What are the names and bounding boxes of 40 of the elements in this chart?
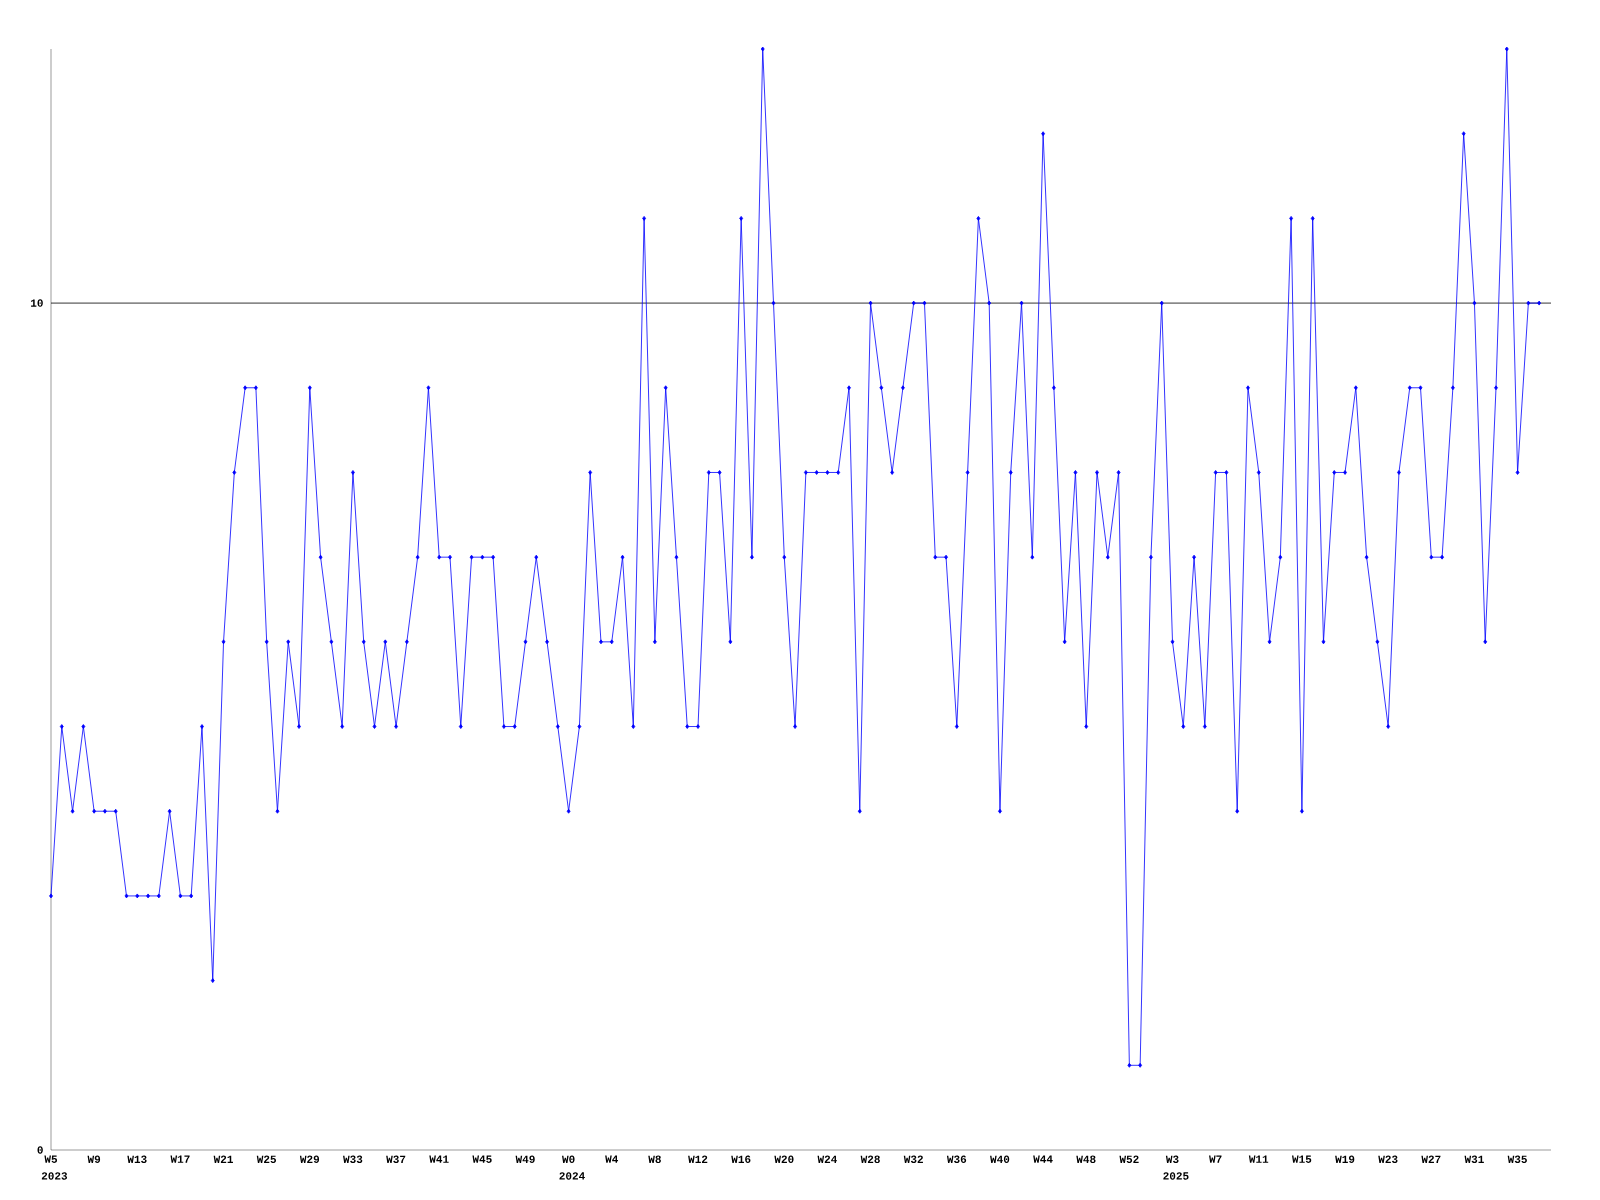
x-tick-label: W9 [87,1155,101,1163]
x-tick-label: W19 [1335,1155,1355,1163]
x-tick-label: W41 [429,1155,449,1163]
x-tick-label: W16 [731,1155,751,1163]
x-tick-label: W36 [946,1155,967,1164]
x-tick-label: W45 [472,1155,492,1163]
x-tick-label: W33 [343,1155,363,1164]
x-tick-label: W20 [774,1155,794,1163]
x-tick-label: W24 [817,1155,837,1163]
x-tick-label: W52 [1119,1155,1139,1163]
x-tick-label: W12 [688,1155,708,1163]
x-tick-label: W3 [1165,1155,1179,1164]
x-tick-label: W27 [1421,1155,1441,1163]
x-tick-label: W37 [386,1155,406,1164]
x-tick-label: W4 [605,1155,619,1163]
y-tick-label: 0 [37,1146,43,1154]
x-tick-label: W29 [299,1155,320,1163]
x-tick-label: W21 [213,1155,233,1163]
x-tick-label: W5 [44,1155,58,1163]
x-tick-label: W32 [903,1155,923,1164]
text: 2025 [1163,1172,1189,1180]
x-tick-label: W7 [1209,1155,1222,1163]
x-tick-label: W17 [170,1155,190,1163]
x-tick-label: W23 [1378,1155,1398,1164]
x-tick-label: W31 [1464,1155,1484,1164]
x-tick-label: W49 [515,1155,535,1163]
x-tick-label: W0 [562,1155,575,1163]
x-tick-label: W44 [1033,1155,1053,1163]
x-tick-label: W48 [1076,1155,1096,1163]
x-tick-label: W8 [648,1155,661,1163]
text: 2023 [41,1172,68,1180]
x-tick-label: W40 [990,1155,1010,1163]
x-tick-label: W11 [1248,1155,1269,1163]
x-tick-label: W15 [1292,1155,1312,1163]
x-tick-label: W35 [1507,1155,1527,1164]
y-tick-label: 10 [31,299,43,307]
text: 2024 [559,1172,585,1180]
x-tick-label: W13 [127,1155,147,1164]
x-tick-label: W25 [256,1155,276,1163]
x-tick-label: W28 [860,1155,880,1163]
